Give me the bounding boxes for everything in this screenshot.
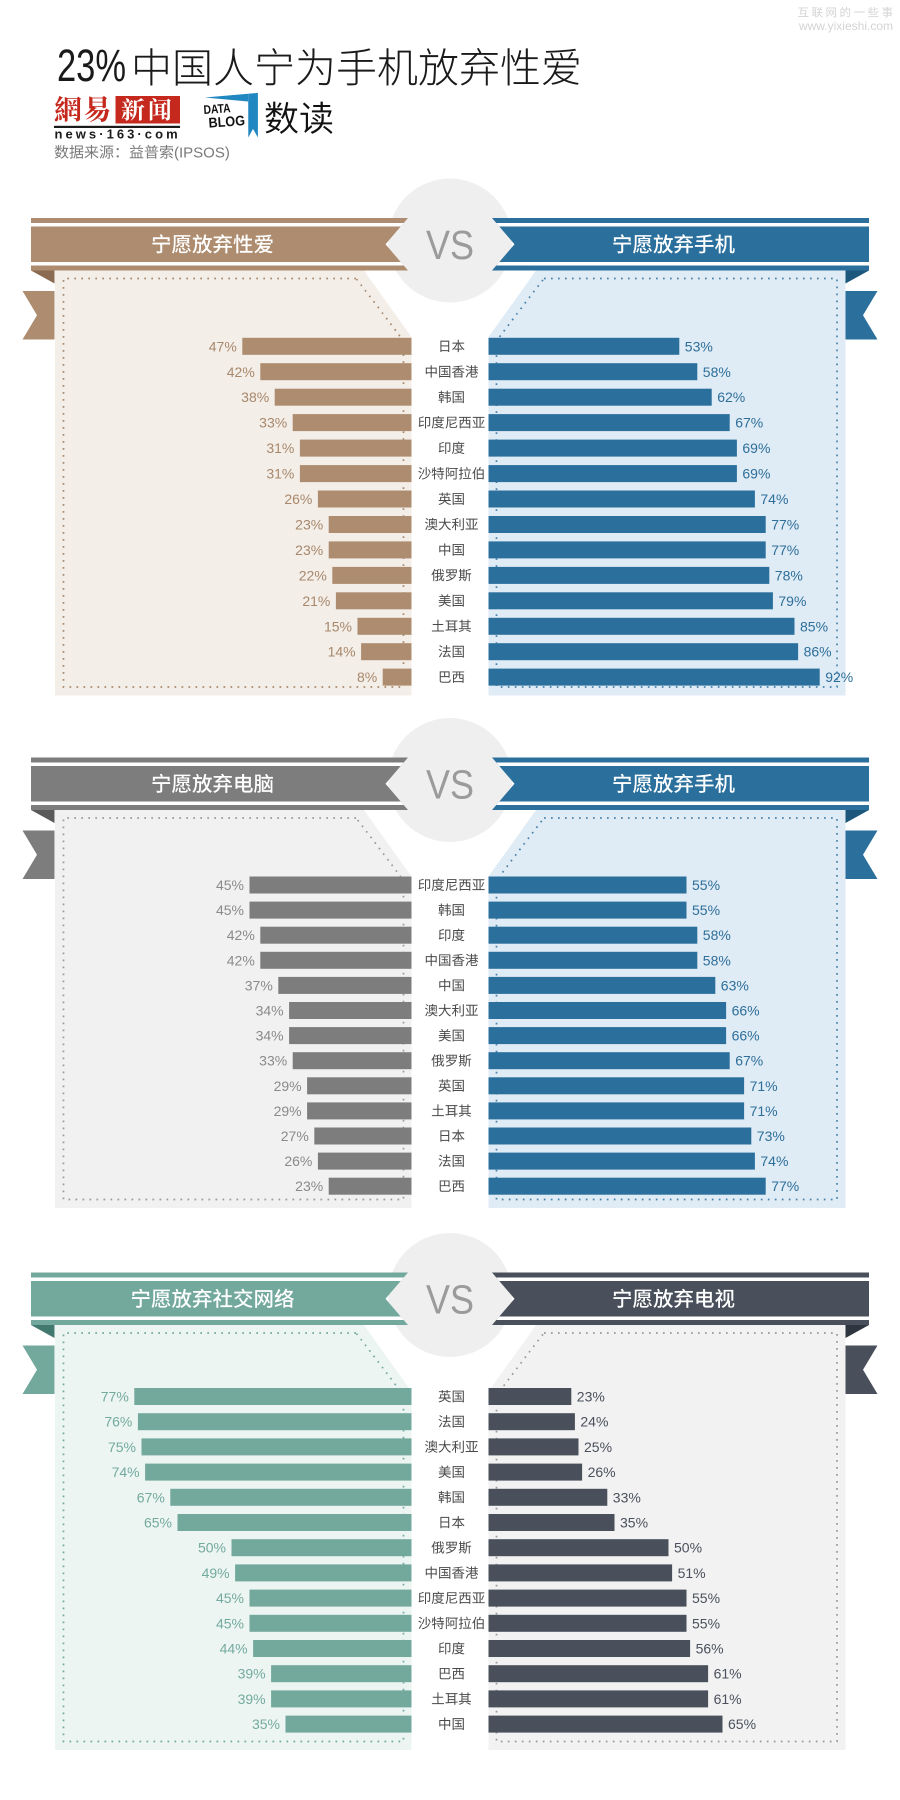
svg-text:39%: 39% xyxy=(238,1666,266,1682)
svg-text:23%: 23% xyxy=(57,40,126,91)
svg-text:26%: 26% xyxy=(588,1464,616,1480)
svg-text:58%: 58% xyxy=(703,927,731,943)
svg-text:51%: 51% xyxy=(678,1565,706,1581)
svg-text:55%: 55% xyxy=(692,1590,720,1606)
svg-text:33%: 33% xyxy=(259,1053,287,1069)
svg-text:38%: 38% xyxy=(241,389,269,405)
svg-text:74%: 74% xyxy=(760,1153,788,1169)
svg-text:71%: 71% xyxy=(750,1103,778,1119)
svg-text:35%: 35% xyxy=(252,1716,280,1732)
svg-text:14%: 14% xyxy=(328,644,356,660)
svg-text:47%: 47% xyxy=(209,338,237,354)
svg-text:33%: 33% xyxy=(259,415,287,431)
svg-text:49%: 49% xyxy=(202,1565,230,1581)
svg-text:45%: 45% xyxy=(216,1590,244,1606)
svg-text:55%: 55% xyxy=(692,902,720,918)
svg-text:71%: 71% xyxy=(750,1078,778,1094)
svg-text:44%: 44% xyxy=(220,1641,248,1657)
svg-text:66%: 66% xyxy=(732,1003,760,1019)
svg-text:8%: 8% xyxy=(357,669,377,685)
svg-text:67%: 67% xyxy=(137,1489,165,1505)
svg-text:62%: 62% xyxy=(717,389,745,405)
svg-text:50%: 50% xyxy=(198,1540,226,1556)
svg-text:31%: 31% xyxy=(266,466,294,482)
svg-text:79%: 79% xyxy=(778,593,806,609)
svg-text:65%: 65% xyxy=(144,1515,172,1531)
svg-text:29%: 29% xyxy=(274,1103,302,1119)
svg-text:45%: 45% xyxy=(216,902,244,918)
svg-text:31%: 31% xyxy=(266,440,294,456)
svg-text:45%: 45% xyxy=(216,877,244,893)
svg-text:77%: 77% xyxy=(771,516,799,532)
svg-text:23%: 23% xyxy=(295,1178,323,1194)
svg-text:77%: 77% xyxy=(771,542,799,558)
svg-text:25%: 25% xyxy=(584,1439,612,1455)
svg-text:23%: 23% xyxy=(577,1389,605,1405)
svg-text:VS: VS xyxy=(426,222,474,268)
svg-text:DATA: DATA xyxy=(203,101,231,117)
svg-text:39%: 39% xyxy=(238,1691,266,1707)
svg-text:26%: 26% xyxy=(284,1153,312,1169)
svg-text:26%: 26% xyxy=(284,491,312,507)
svg-text:78%: 78% xyxy=(775,567,803,583)
svg-text:55%: 55% xyxy=(692,877,720,893)
svg-text:www.yixieshi.com: www.yixieshi.com xyxy=(798,19,893,33)
svg-text:75%: 75% xyxy=(108,1439,136,1455)
svg-text:92%: 92% xyxy=(825,669,853,685)
svg-text:27%: 27% xyxy=(281,1128,309,1144)
svg-text:33%: 33% xyxy=(613,1489,641,1505)
svg-text:56%: 56% xyxy=(696,1641,724,1657)
svg-text:15%: 15% xyxy=(324,618,352,634)
svg-text:BLOG: BLOG xyxy=(208,112,246,131)
svg-text:67%: 67% xyxy=(735,415,763,431)
svg-text:77%: 77% xyxy=(771,1178,799,1194)
svg-text:(IPSOS): (IPSOS) xyxy=(174,145,230,162)
svg-text:news·163·com: news·163·com xyxy=(55,127,181,142)
svg-text:23%: 23% xyxy=(295,542,323,558)
svg-text:58%: 58% xyxy=(703,952,731,968)
svg-text:58%: 58% xyxy=(703,364,731,380)
svg-text:66%: 66% xyxy=(732,1028,760,1044)
svg-text:69%: 69% xyxy=(742,466,770,482)
svg-text:73%: 73% xyxy=(757,1128,785,1144)
svg-text:23%: 23% xyxy=(295,516,323,532)
svg-text:34%: 34% xyxy=(256,1028,284,1044)
svg-text:86%: 86% xyxy=(804,644,832,660)
svg-text:85%: 85% xyxy=(800,618,828,634)
svg-text:63%: 63% xyxy=(721,977,749,993)
svg-text:VS: VS xyxy=(426,1277,474,1323)
svg-text:69%: 69% xyxy=(742,440,770,456)
svg-text:42%: 42% xyxy=(227,364,255,380)
svg-text:21%: 21% xyxy=(302,593,330,609)
svg-text:74%: 74% xyxy=(112,1464,140,1480)
svg-text:74%: 74% xyxy=(760,491,788,507)
svg-text:61%: 61% xyxy=(714,1666,742,1682)
svg-text:42%: 42% xyxy=(227,952,255,968)
svg-text:76%: 76% xyxy=(104,1414,132,1430)
svg-text:29%: 29% xyxy=(274,1078,302,1094)
svg-text:61%: 61% xyxy=(714,1691,742,1707)
svg-text:45%: 45% xyxy=(216,1615,244,1631)
svg-text:67%: 67% xyxy=(735,1053,763,1069)
svg-text:42%: 42% xyxy=(227,927,255,943)
svg-text:37%: 37% xyxy=(245,977,273,993)
svg-text:50%: 50% xyxy=(674,1540,702,1556)
svg-text:35%: 35% xyxy=(620,1515,648,1531)
svg-text:34%: 34% xyxy=(256,1003,284,1019)
svg-text:24%: 24% xyxy=(580,1414,608,1430)
svg-text:VS: VS xyxy=(426,762,474,808)
svg-text:65%: 65% xyxy=(728,1716,756,1732)
svg-text:77%: 77% xyxy=(101,1389,129,1405)
svg-text:55%: 55% xyxy=(692,1615,720,1631)
svg-text:53%: 53% xyxy=(685,338,713,354)
svg-text:22%: 22% xyxy=(299,567,327,583)
